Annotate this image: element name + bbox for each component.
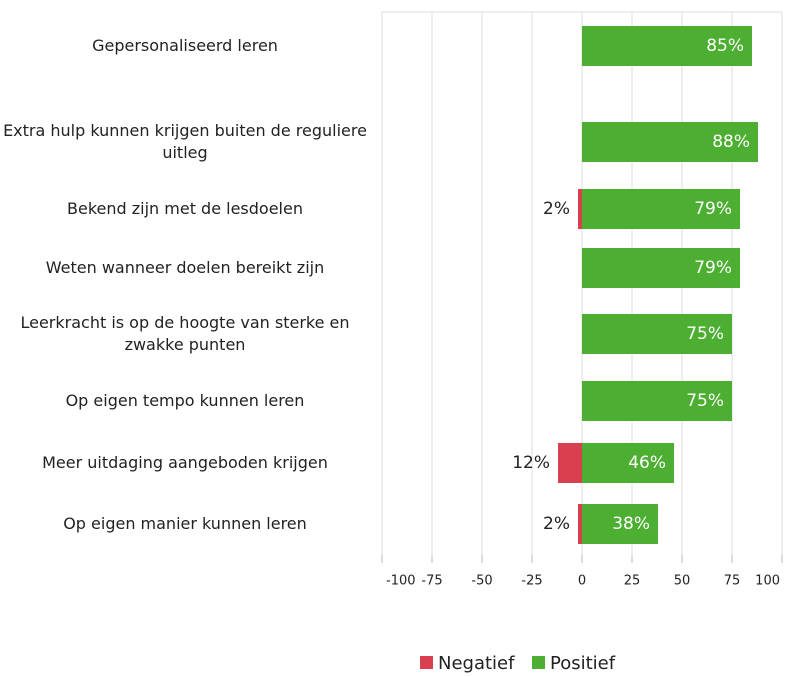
bar [578,504,582,544]
x-tick-label: -25 [521,574,542,589]
category-label: Leerkracht is op de hoogte van sterke en… [20,313,350,354]
value-label: 46% [628,453,666,473]
bar [582,314,732,354]
bar [582,122,758,162]
x-tick-label: -50 [471,574,492,589]
legend-swatch [532,656,545,669]
value-label: 12% [512,453,550,473]
bar [578,189,582,229]
value-label: 79% [694,258,732,278]
category-label: Meer uitdaging aangeboden krijgen [42,453,328,472]
bar [582,26,752,66]
legend-label: Negatief [438,653,515,674]
x-tick-label: 50 [674,574,691,589]
category-label: Op eigen manier kunnen leren [63,514,307,533]
value-label: 79% [694,199,732,219]
category-label: Extra hulp kunnen krijgen buiten de regu… [3,121,367,162]
category-label: Weten wanneer doelen bereikt zijn [45,258,325,277]
bar [582,443,674,483]
legend-swatch [420,656,433,669]
bar [582,504,658,544]
category-label: Bekend zijn met de lesdoelen [67,199,303,218]
value-label: 2% [543,199,570,219]
legend-label: Positief [550,653,616,674]
value-label: 88% [712,132,750,152]
value-label: 2% [543,514,570,534]
bar [582,248,740,288]
value-label: 85% [706,36,744,56]
x-tick-label: 25 [624,574,641,589]
value-label: 38% [612,514,650,534]
x-tick-label: 100 [755,574,780,589]
x-tick-label: 75 [724,574,741,589]
bar [582,381,732,421]
x-tick-label: -75 [421,574,442,589]
category-label: Op eigen tempo kunnen leren [65,391,305,410]
category-label: Gepersonaliseerd leren [92,36,278,55]
value-label: 75% [686,391,724,411]
bar [558,443,582,483]
x-tick-label: -100 [386,574,416,589]
x-tick-label: 0 [578,574,586,589]
bar [582,189,740,229]
value-label: 75% [686,324,724,344]
